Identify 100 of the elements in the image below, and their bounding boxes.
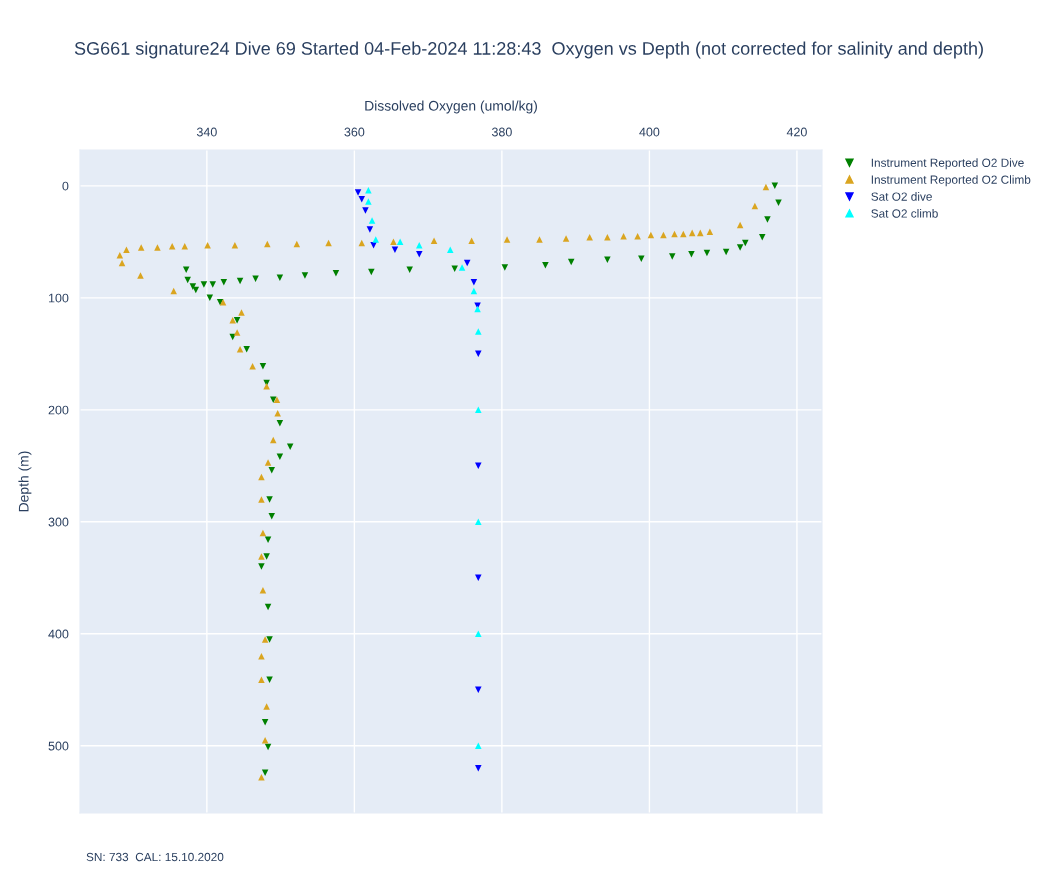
point bbox=[268, 512, 276, 520]
point bbox=[263, 553, 270, 560]
y-tick-label: 500 bbox=[48, 741, 69, 751]
point bbox=[396, 238, 404, 246]
point bbox=[264, 536, 272, 543]
point bbox=[688, 250, 695, 258]
point bbox=[430, 237, 438, 244]
point bbox=[638, 255, 645, 262]
point bbox=[736, 244, 744, 251]
point bbox=[475, 742, 482, 750]
point bbox=[604, 256, 611, 264]
point bbox=[233, 316, 241, 324]
point bbox=[137, 244, 145, 251]
point bbox=[264, 240, 271, 248]
point bbox=[759, 234, 766, 241]
point bbox=[503, 236, 511, 243]
point bbox=[669, 253, 676, 260]
point bbox=[301, 272, 309, 279]
point bbox=[697, 229, 704, 237]
point bbox=[259, 362, 267, 370]
y-tick-label: 300 bbox=[48, 517, 69, 527]
point bbox=[475, 574, 482, 582]
y-tick-label: 100 bbox=[48, 293, 69, 303]
point bbox=[261, 636, 269, 643]
point bbox=[266, 676, 273, 683]
chart-title: SG661 signature24 Dive 69 Started 04-Feb-2024 11:28:43 Oxygen vs Depth (not corrected for salinity and depth) bbox=[74, 41, 983, 59]
point bbox=[470, 278, 478, 286]
point bbox=[243, 346, 250, 353]
point bbox=[475, 686, 482, 694]
point bbox=[771, 182, 779, 190]
point bbox=[276, 420, 284, 427]
point bbox=[475, 328, 482, 335]
x-tick-label: 400 bbox=[639, 127, 660, 137]
y-axis-title: Depth (m) bbox=[18, 451, 32, 512]
point bbox=[137, 272, 144, 279]
point bbox=[706, 228, 714, 236]
point bbox=[475, 518, 482, 526]
point bbox=[475, 764, 482, 772]
point bbox=[263, 703, 270, 710]
point bbox=[542, 262, 549, 269]
point bbox=[181, 243, 188, 250]
point bbox=[468, 237, 475, 244]
point bbox=[269, 436, 277, 444]
point bbox=[268, 467, 276, 474]
y-tick-label: 200 bbox=[48, 405, 69, 415]
point bbox=[751, 202, 759, 210]
point bbox=[269, 396, 277, 403]
point bbox=[562, 235, 570, 242]
point bbox=[501, 264, 509, 271]
legend-label: Sat O2 dive bbox=[871, 192, 932, 201]
point bbox=[266, 636, 273, 643]
point bbox=[332, 269, 340, 277]
point bbox=[458, 264, 466, 271]
point bbox=[200, 281, 208, 288]
point bbox=[586, 234, 593, 241]
point bbox=[688, 229, 696, 237]
point bbox=[775, 199, 782, 206]
point bbox=[263, 383, 270, 390]
point bbox=[451, 265, 458, 272]
point bbox=[362, 207, 369, 214]
point bbox=[168, 243, 176, 250]
point bbox=[192, 286, 200, 294]
point bbox=[258, 563, 265, 570]
point bbox=[368, 217, 376, 224]
point bbox=[358, 239, 366, 247]
point bbox=[416, 250, 423, 258]
point bbox=[365, 187, 372, 194]
point bbox=[365, 198, 372, 205]
point bbox=[372, 236, 380, 243]
point bbox=[391, 246, 399, 253]
point bbox=[233, 329, 241, 336]
point bbox=[764, 216, 771, 223]
legend-label: Sat O2 climb bbox=[871, 208, 938, 218]
x-tick-label: 420 bbox=[786, 127, 807, 137]
point bbox=[293, 240, 301, 248]
point bbox=[154, 244, 161, 251]
point bbox=[536, 236, 543, 243]
x-tick-label: 360 bbox=[344, 127, 365, 137]
point bbox=[264, 459, 272, 466]
point bbox=[266, 496, 273, 503]
x-tick-label: 340 bbox=[196, 127, 217, 137]
point bbox=[261, 769, 269, 776]
y-tick-label: 400 bbox=[48, 629, 69, 639]
point bbox=[238, 309, 245, 316]
point bbox=[220, 278, 228, 286]
y-tick-label: 0 bbox=[62, 181, 69, 191]
point bbox=[258, 676, 265, 683]
point bbox=[354, 189, 362, 196]
point bbox=[276, 274, 284, 281]
point bbox=[273, 396, 281, 403]
point bbox=[475, 406, 482, 414]
point bbox=[390, 238, 397, 246]
point bbox=[184, 276, 191, 284]
point bbox=[475, 462, 482, 470]
point bbox=[258, 496, 265, 503]
point bbox=[358, 196, 366, 203]
point bbox=[447, 246, 454, 253]
point bbox=[604, 234, 611, 241]
legend-label: Instrument Reported O2 Climb bbox=[871, 175, 1031, 187]
point bbox=[680, 230, 687, 238]
